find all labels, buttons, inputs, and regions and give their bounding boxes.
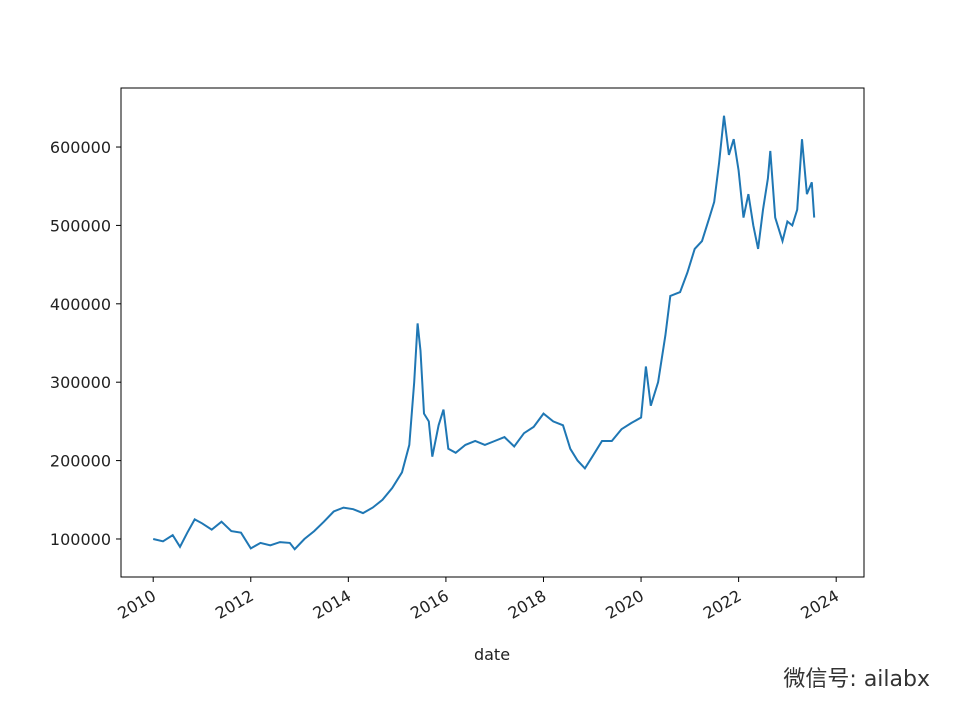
x-tick-label: 2012 xyxy=(212,586,257,623)
data-line xyxy=(152,115,816,551)
axes-frame xyxy=(120,87,865,578)
x-tick-label: 2018 xyxy=(505,586,550,623)
y-tick-label: 200000 xyxy=(50,452,111,471)
y-tick-label: 500000 xyxy=(50,216,111,235)
x-axis-label: date xyxy=(474,645,510,664)
x-tick-label: 2014 xyxy=(310,586,355,623)
x-tick-label: 2010 xyxy=(114,586,159,623)
y-tick-label: 300000 xyxy=(50,373,111,392)
y-tick-label: 400000 xyxy=(50,295,111,314)
x-tick-label: 2024 xyxy=(797,586,842,623)
watermark: 微信号: ailabx xyxy=(783,667,930,692)
y-tick-label: 600000 xyxy=(50,138,111,157)
x-tick-label: 2022 xyxy=(700,586,745,623)
x-tick-label: 2020 xyxy=(602,586,647,623)
y-tick-label: 100000 xyxy=(50,530,111,549)
x-tick-label: 2016 xyxy=(407,586,452,623)
